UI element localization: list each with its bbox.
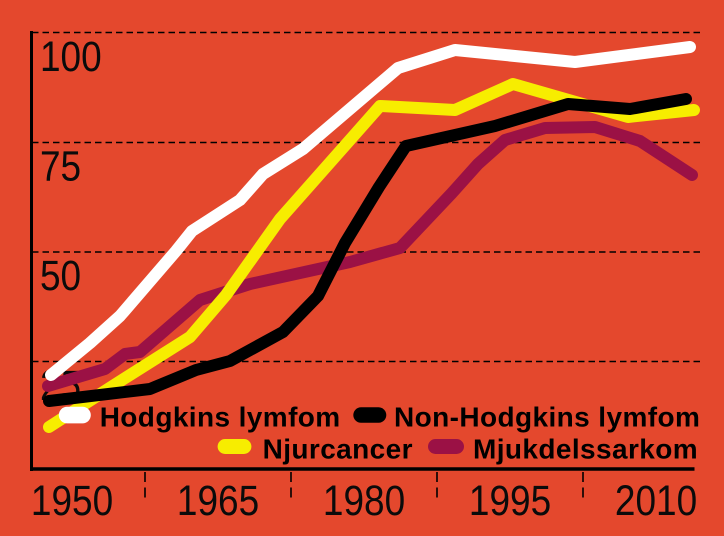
svg-text:1950: 1950	[31, 477, 113, 524]
svg-text:75: 75	[40, 143, 81, 190]
svg-text:1965: 1965	[177, 477, 259, 524]
svg-text:1980: 1980	[323, 477, 405, 524]
svg-text:Non-Hodgkins lymfom: Non-Hodgkins lymfom	[394, 402, 700, 433]
svg-text:1995: 1995	[469, 477, 551, 524]
svg-text:100: 100	[40, 33, 102, 80]
svg-text:Hodgkins lymfom: Hodgkins lymfom	[100, 402, 341, 433]
svg-text:Mjukdelssarkom: Mjukdelssarkom	[473, 434, 698, 465]
svg-text:2010: 2010	[615, 477, 697, 524]
svg-text:Njurcancer: Njurcancer	[263, 434, 413, 465]
svg-text:50: 50	[40, 252, 81, 299]
